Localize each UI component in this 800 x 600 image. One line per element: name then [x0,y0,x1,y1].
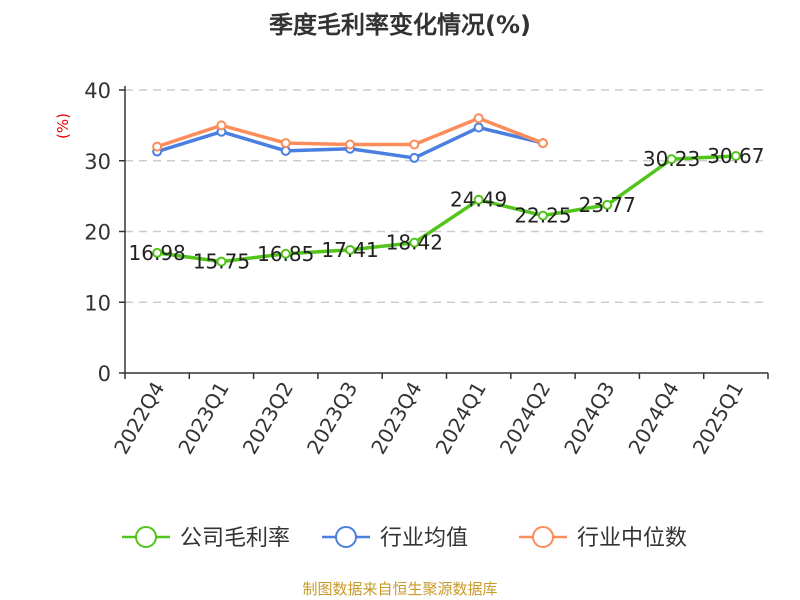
y-tick-label: 30 [84,150,111,174]
data-point [409,237,420,248]
y-tick-label: 20 [84,221,111,245]
legend-label: 行业均值 [380,526,468,551]
x-tick-label: 2024Q4 [623,378,683,459]
y-axis-label: (%) [54,113,72,139]
legend-label: 行业中位数 [577,526,687,551]
data-point [152,247,163,258]
data-label: 17.41 [321,238,378,262]
data-point [602,199,613,210]
data-label: 16.98 [129,241,186,265]
data-point [280,248,291,259]
data-point [152,141,163,152]
series-line-0 [156,154,736,264]
source-note: 制图数据来自恒生聚源数据库 [302,580,497,598]
x-tick-label: 2024Q3 [559,378,619,459]
data-label: 18.42 [386,231,443,255]
chart-title: 季度毛利率变化情况(%) [269,11,531,39]
x-tick-label: 2023Q1 [173,378,233,459]
x-tick-label: 2024Q2 [495,378,555,459]
x-tick-label: 2023Q4 [366,378,426,459]
data-point [280,138,291,149]
x-tick-label: 2025Q1 [688,378,748,459]
data-point [216,256,227,267]
data-point [730,151,741,162]
x-tick-label: 2024Q1 [431,378,491,459]
x-tick-label: 2022Q4 [109,378,169,459]
data-point [216,120,227,131]
data-point [409,152,420,163]
data-point [473,113,484,124]
data-label: 24.49 [450,188,507,212]
data-label: 16.85 [257,242,314,266]
y-tick-label: 40 [84,79,111,103]
legend-marker [532,526,554,548]
data-point [409,139,420,150]
x-tick-label: 2023Q3 [302,378,362,459]
legend-marker [135,526,157,548]
data-point [537,210,548,221]
data-label: 22.25 [514,204,571,228]
data-label: 30.23 [643,147,700,171]
data-label: 30.67 [707,144,764,168]
y-tick-label: 10 [84,291,111,315]
y-tick-label: 0 [98,362,111,386]
data-point [345,139,356,150]
data-point [473,122,484,133]
data-label: 15.75 [193,250,250,274]
data-point [537,138,548,149]
data-label: 23.77 [579,193,636,217]
x-tick-label: 2023Q2 [238,378,298,459]
legend-marker [335,526,357,548]
data-point [666,154,677,165]
legend-label: 公司毛利率 [180,526,290,551]
data-point [473,194,484,205]
data-point [345,244,356,255]
